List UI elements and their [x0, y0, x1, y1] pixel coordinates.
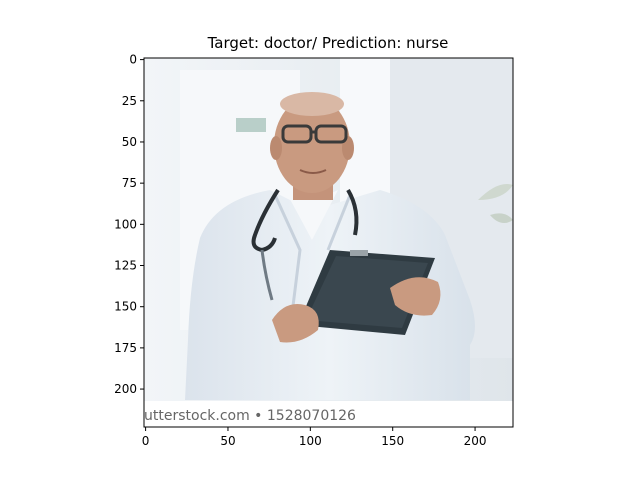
y-tick-label: 75 — [122, 176, 137, 190]
photo-image — [144, 58, 513, 427]
y-axis: 0 25 50 75 100 125 150 175 200 — [114, 53, 144, 396]
watermark-text: utterstock.com • 1528070126 — [144, 408, 356, 424]
y-tick-label: 175 — [114, 341, 137, 355]
x-tick-label: 100 — [299, 434, 322, 448]
y-tick-label: 125 — [114, 259, 137, 273]
x-tick-label: 50 — [220, 434, 235, 448]
x-axis: 0 50 100 150 200 — [142, 427, 487, 448]
left-hand — [272, 304, 319, 343]
x-tick-label: 200 — [464, 434, 487, 448]
y-tick-label: 150 — [114, 300, 137, 314]
face — [274, 97, 350, 193]
watermark-bar — [144, 401, 513, 427]
x-tick-label: 150 — [381, 434, 404, 448]
y-tick-label: 25 — [122, 94, 137, 108]
plot-title: Target: doctor/ Prediction: nurse — [207, 34, 449, 52]
y-tick-label: 200 — [114, 382, 137, 396]
y-tick-label: 0 — [129, 53, 137, 67]
y-tick-label: 50 — [122, 135, 137, 149]
stethoscope — [251, 188, 280, 253]
right-hand — [390, 277, 441, 316]
axes-frame — [143, 57, 514, 428]
y-tick-label: 100 — [114, 217, 137, 231]
wall-sign — [236, 118, 266, 132]
glasses — [281, 124, 348, 144]
x-tick-label: 0 — [142, 434, 150, 448]
